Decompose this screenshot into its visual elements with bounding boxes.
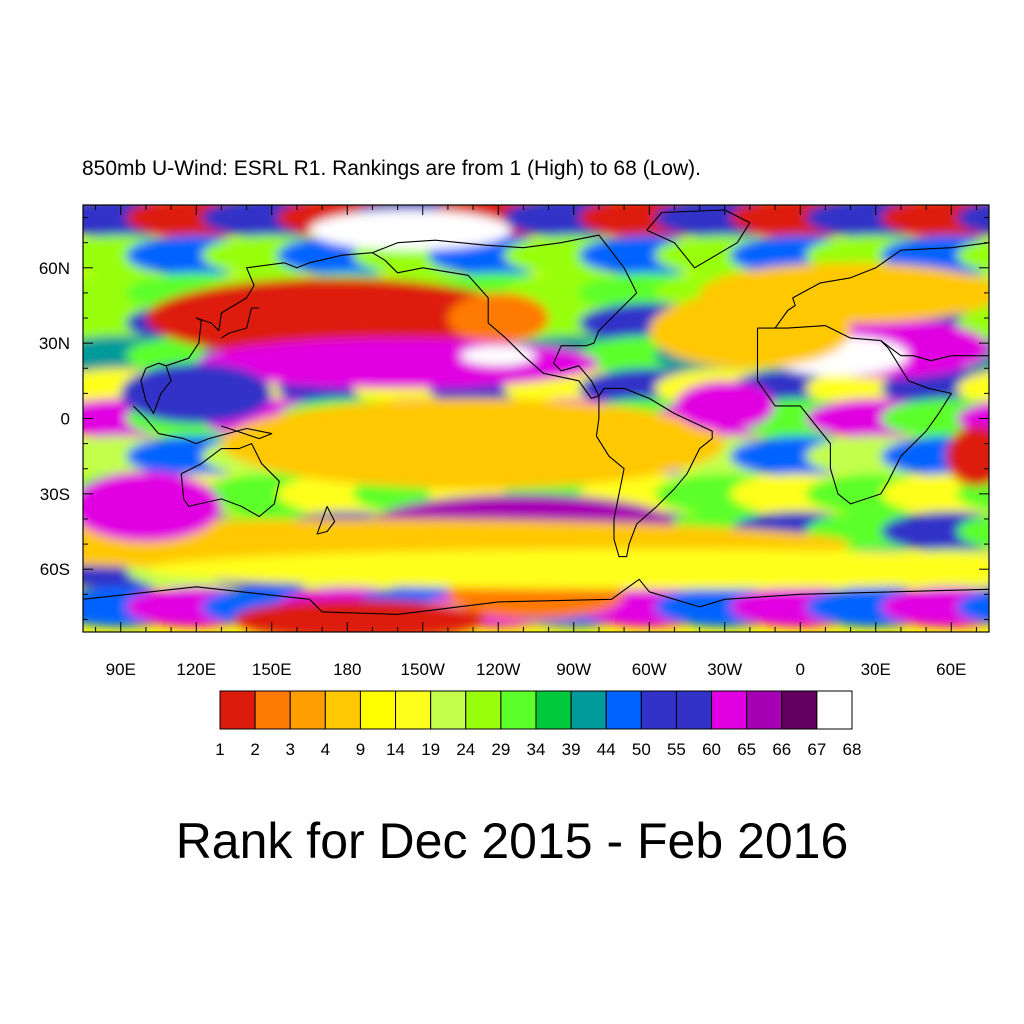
plot-subtitle: 850mb U-Wind: ESRL R1. Rankings are from… xyxy=(82,157,701,180)
lon-tick-label: 30W xyxy=(707,660,742,679)
field-feature xyxy=(146,549,989,590)
coastlines xyxy=(83,209,989,615)
lon-tick-label: 90E xyxy=(106,660,136,679)
colorbar: 1 2 3 4 9 14 19 24 29 34 39 44 50 55 60 65 66 67 68 xyxy=(215,690,862,759)
coastline xyxy=(83,578,989,615)
colorbar-swatch xyxy=(675,690,713,730)
colorbar-label: 14 xyxy=(386,740,405,759)
field-feature xyxy=(946,426,989,487)
coastline xyxy=(646,209,751,269)
colorbar-label: 2 xyxy=(250,740,259,759)
coastline xyxy=(316,506,336,535)
colorbar-label: 9 xyxy=(356,740,365,759)
lon-tick-label: 0 xyxy=(796,660,805,679)
colorbar-swatch xyxy=(711,690,748,730)
colorbar-label: 4 xyxy=(321,740,330,759)
lon-tick-label: 90W xyxy=(556,660,591,679)
coastline xyxy=(165,252,373,367)
field-cell xyxy=(956,514,989,549)
colorbar-swatch xyxy=(781,690,818,730)
coastline xyxy=(880,340,989,362)
colorbar-swatch xyxy=(816,690,853,730)
coastline xyxy=(221,307,260,339)
rank-field xyxy=(83,205,989,632)
field-feature xyxy=(460,345,536,366)
colorbar-label: 55 xyxy=(667,740,686,759)
field-feature xyxy=(83,471,222,542)
field-cell xyxy=(881,586,989,627)
field-cell xyxy=(881,368,989,409)
field-feature xyxy=(221,398,725,489)
colorbar-label: 65 xyxy=(737,740,756,759)
field-feature xyxy=(309,210,511,251)
field-cell xyxy=(881,398,989,439)
lat-tick-label: 60S xyxy=(40,560,70,579)
main-title: Rank for Dec 2015 - Feb 2016 xyxy=(175,813,849,869)
coastline xyxy=(140,362,172,415)
colorbar-swatch xyxy=(746,690,783,730)
field-cell xyxy=(881,473,989,514)
colorbar-label: 60 xyxy=(702,740,721,759)
colorbar-label: 67 xyxy=(807,740,826,759)
coastline xyxy=(180,443,280,518)
field-cell xyxy=(881,205,989,238)
field-cell xyxy=(956,205,989,235)
field-cell xyxy=(956,590,989,624)
colorbar-label: 1 xyxy=(215,740,224,759)
colorbar-label: 34 xyxy=(527,740,546,759)
colorbar-swatch xyxy=(324,690,361,730)
field-feature xyxy=(120,363,272,424)
coastline xyxy=(372,234,638,399)
field-feature xyxy=(649,292,851,369)
lat-tick-label: 30S xyxy=(40,485,70,504)
lon-tick-label: 120W xyxy=(476,660,520,679)
field-cell xyxy=(881,511,989,552)
colorbar-swatch xyxy=(219,690,256,730)
colorbar-swatch xyxy=(500,690,537,730)
lon-tick-label: 150W xyxy=(401,660,445,679)
colorbar-swatch xyxy=(430,690,467,730)
coastline xyxy=(132,405,273,445)
lon-tick-label: 60W xyxy=(632,660,667,679)
colorbar-swatch xyxy=(465,690,502,730)
colorbar-label: 39 xyxy=(562,740,581,759)
colorbar-label: 24 xyxy=(456,740,475,759)
colorbar-label: 68 xyxy=(843,740,862,759)
colorbar-label: 44 xyxy=(597,740,616,759)
colorbar-swatch xyxy=(570,690,607,730)
colorbar-swatch xyxy=(254,690,291,730)
field-feature xyxy=(447,292,549,344)
longitude-axis: 90E 120E 150E 180 150W 120W 90W 60W 30W 0 30E 60E xyxy=(95,205,977,679)
colorbar-label: 29 xyxy=(491,740,510,759)
lon-tick-label: 60E xyxy=(936,660,966,679)
coastline xyxy=(774,242,989,329)
field-cell xyxy=(956,371,989,406)
field-cell xyxy=(956,238,989,273)
field-feature xyxy=(234,599,486,632)
colorbar-label: 66 xyxy=(772,740,791,759)
lon-tick-label: 30E xyxy=(861,660,891,679)
colorbar-swatch xyxy=(289,690,326,730)
colorbar-label: 19 xyxy=(421,740,440,759)
field-feature xyxy=(674,380,776,432)
coastline xyxy=(595,387,713,558)
field-feature xyxy=(145,277,524,359)
lon-tick-label: 150E xyxy=(252,660,292,679)
latitude-axis: 60N 30N 0 30S 60S xyxy=(39,217,989,620)
lat-tick-label: 60N xyxy=(39,259,70,278)
colorbar-swatch xyxy=(640,690,677,730)
lat-tick-label: 0 xyxy=(61,410,70,429)
colorbar-swatch xyxy=(359,690,397,730)
lon-tick-label: 180 xyxy=(333,660,361,679)
colorbar-label: 50 xyxy=(632,740,651,759)
colorbar-swatch xyxy=(605,690,642,730)
colorbar-swatch xyxy=(395,690,432,730)
colorbar-label: 3 xyxy=(285,740,294,759)
lon-tick-label: 120E xyxy=(176,660,216,679)
colorbar-swatch xyxy=(535,690,572,730)
lat-tick-label: 30N xyxy=(39,334,70,353)
